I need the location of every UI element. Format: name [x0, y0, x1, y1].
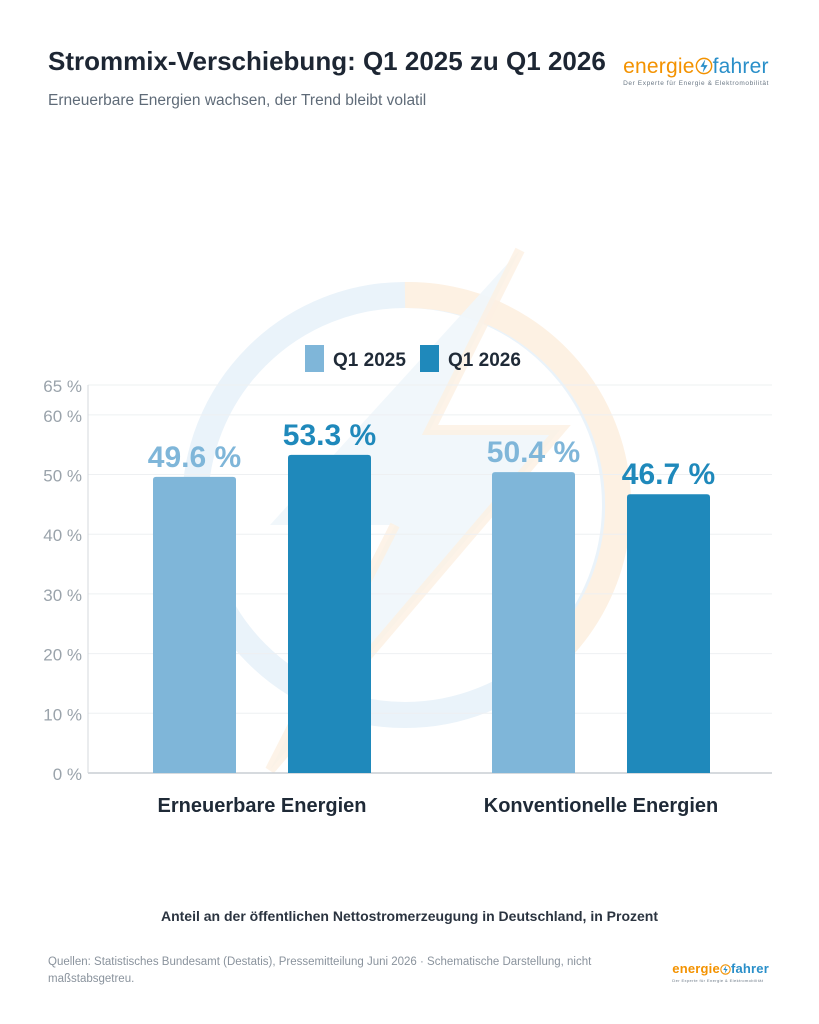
y-tick-label: 0 %: [53, 765, 82, 784]
y-tick-label: 30 %: [43, 586, 82, 605]
chart-title: Strommix-Verschiebung: Q1 2025 zu Q1 202…: [48, 46, 606, 76]
bar: [492, 472, 575, 773]
chart-subtitle: Erneuerbare Energien wachsen, der Trend …: [48, 92, 427, 109]
legend-label: Q1 2025: [333, 350, 406, 371]
legend-label: Q1 2026: [448, 350, 521, 371]
logo-word-right: fahrer: [712, 55, 769, 78]
bolt-small-icon: [720, 964, 731, 975]
x-tick-label: Erneuerbare Energien: [158, 795, 367, 817]
bar: [627, 494, 710, 773]
y-tick-label: 40 %: [43, 526, 82, 545]
legend: Q1 2025 Q1 2026: [305, 345, 521, 372]
logo-small-tagline: Der Experte für Energie & Elektromobilit…: [672, 978, 764, 983]
logo-small-word-left: energie: [672, 961, 720, 976]
data-labels: 49.6 % 53.3 % 50.4 % 46.7 %: [148, 419, 715, 491]
brand-logo-small: energie fahrer Der Experte für Energie & …: [672, 961, 769, 984]
logo-word-left: energie: [623, 55, 695, 78]
y-tick-label: 10 %: [43, 705, 82, 724]
bar: [153, 476, 236, 773]
data-label: 53.3 %: [283, 419, 376, 452]
x-axis: Erneuerbare Energien Konventionelle Energ…: [158, 795, 719, 817]
data-label: 49.6 %: [148, 441, 241, 474]
bar: [288, 454, 371, 773]
logo-small-word-right: fahrer: [730, 961, 769, 976]
sources-note: Quellen: Statistisches Bundesamt (Destat…: [48, 956, 592, 985]
y-axis: 0 % 10 % 20 % 30 % 40 % 50 % 60 % 65 %: [43, 377, 89, 784]
y-tick-label: 60 %: [43, 407, 82, 426]
logo-tagline: Der Experte für Energie & Elektromobilit…: [623, 80, 769, 87]
legend-swatch: [305, 345, 324, 372]
chart-caption: Anteil an der öffentlichen Nettostromerz…: [160, 908, 659, 924]
bolt-icon: [695, 57, 712, 75]
legend-swatch: [420, 345, 439, 372]
y-tick-label: 65 %: [43, 377, 82, 396]
y-tick-label: 50 %: [43, 467, 82, 486]
chart-header: Strommix-Verschiebung: Q1 2025 zu Q1 202…: [48, 44, 608, 110]
x-tick-label: Konventionelle Energien: [484, 795, 718, 817]
data-label: 46.7 %: [622, 458, 715, 491]
brand-logo: energie fahrer Der Experte für Energie & …: [623, 55, 769, 88]
data-label: 50.4 %: [487, 436, 580, 469]
bars: [153, 454, 710, 773]
y-tick-label: 20 %: [43, 646, 82, 665]
